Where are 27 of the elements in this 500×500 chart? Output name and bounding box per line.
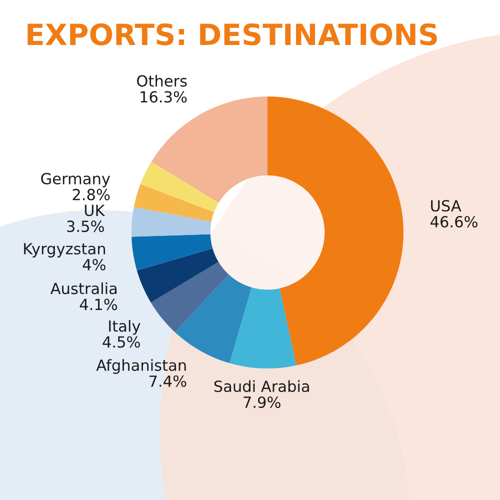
donut-slice [268,96,404,366]
data-label: 16.3% [140,91,187,103]
slice-label: Italy [109,320,140,335]
slice-label: Saudi Arabia [214,380,309,392]
donut-slice [136,248,219,302]
data-label: 2.8% [72,188,110,200]
slice-label: USA [431,200,462,212]
data-label: 46.6% [430,216,478,228]
slice-label: Australia [50,282,117,294]
data-label: 4% [82,258,106,270]
slice-label: UK [84,204,106,216]
slice-label: Kyrgyzstan [24,243,106,258]
slice-label: Afghanistan [96,359,186,374]
data-label: 4.1% [80,298,118,310]
slice-label: Others [137,74,187,87]
chart-title: EXPORTS: DESTINATIONS [28,23,437,46]
data-label: 4.5% [102,336,140,348]
donut-slice [140,162,219,212]
slice-label: Germany [41,172,110,188]
donut-slice [134,184,214,222]
data-label: 3.5% [67,220,104,232]
donut-slice [150,262,229,332]
donut-slice [132,234,213,270]
donut-slice [230,287,296,368]
donut-slice [132,207,212,237]
data-label: 7.4% [150,375,186,387]
data-label: 7.9% [244,396,280,408]
